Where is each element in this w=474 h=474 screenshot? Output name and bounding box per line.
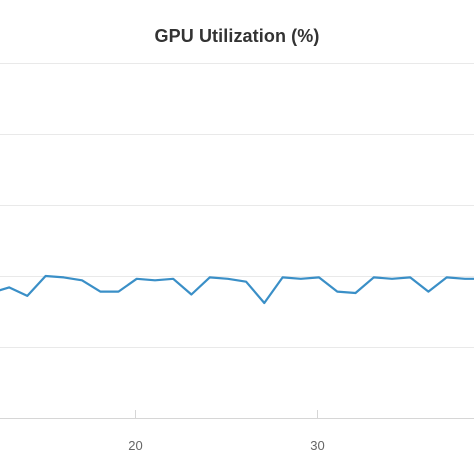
gridlines bbox=[0, 63, 474, 348]
x-tick-label: 30 bbox=[310, 438, 324, 453]
gpu-utilization-line bbox=[0, 274, 474, 305]
x-tick-label: 20 bbox=[128, 438, 142, 453]
series-layer bbox=[0, 274, 474, 305]
x-axis: 20 30 bbox=[0, 410, 474, 453]
chart-title: GPU Utilization (%) bbox=[154, 26, 320, 46]
